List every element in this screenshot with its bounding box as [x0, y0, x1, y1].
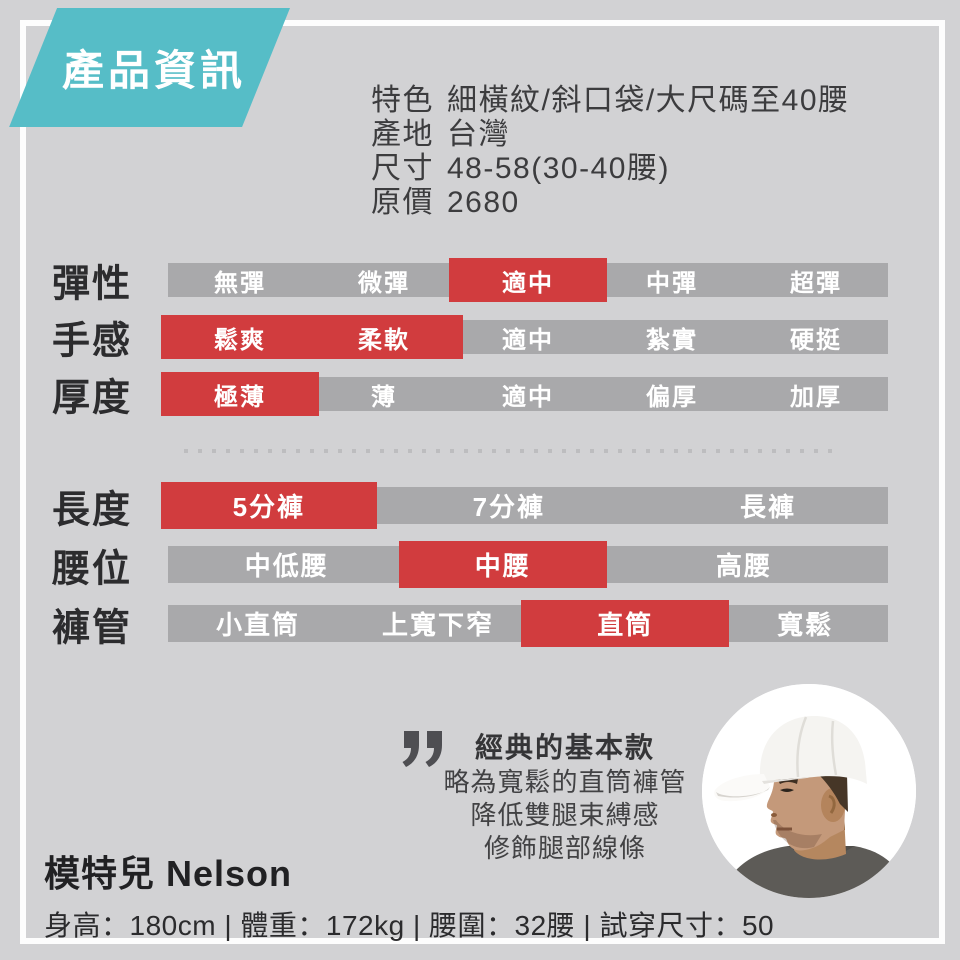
attribute-row: 褲管 小直筒 上寬下窄 直筒 寬鬆	[0, 600, 960, 649]
detail-label: 尺寸	[371, 152, 434, 185]
product-details: 特色 細橫紋/斜口袋/大尺碼至40腰 產地 台灣 尺寸 48-58(30-40腰) 原價 26…	[371, 84, 850, 220]
scale-option: 無彈	[168, 263, 312, 297]
scale-option-label: 微彈	[358, 269, 410, 297]
scale-option-label: 7分褲	[472, 492, 546, 522]
dotted-divider	[184, 449, 840, 453]
scale-option-label: 硬挺	[790, 326, 842, 354]
scale-option-selected: 直筒	[520, 600, 730, 647]
scale-option: 小直筒	[168, 605, 348, 642]
attribute-row: 手感 鬆爽 柔軟 適中 紮實 硬挺	[0, 315, 960, 363]
scale-option: 微彈	[312, 263, 456, 297]
scale-option: 適中	[456, 320, 600, 354]
scale-option-label: 5分褲	[232, 492, 306, 522]
attribute-scales-top: 彈性 無彈 微彈 適中 中彈 超彈 手感 鬆爽 柔軟 適中 紮實 硬挺 厚度 極薄薄適中 偏厚 加厚	[0, 258, 960, 434]
style-description: 經典的基本款 略為寬鬆的直筒褲管 降低雙腿束縛感 修飾腿部線條	[415, 726, 715, 865]
scale-option: 高腰	[600, 546, 888, 583]
scale-option: 中彈	[600, 263, 744, 297]
scale-option: 7分褲	[370, 487, 648, 524]
detail-label: 特色	[371, 84, 434, 117]
attribute-scale-bar: 極薄 薄 適中 偏厚 加厚	[161, 372, 888, 416]
attribute-label: 褲管	[52, 607, 133, 649]
attribute-row: 腰位 中低腰 中腰 高腰	[0, 541, 960, 590]
style-line: 降低雙腿束縛感	[470, 800, 660, 830]
scale-option-label: 中彈	[646, 269, 698, 297]
scale-option: 中低腰	[168, 546, 406, 583]
scale-option-label: 適中	[502, 383, 554, 411]
scale-option-label: 超彈	[790, 269, 842, 297]
scale-option-selected: 適中	[449, 258, 607, 302]
detail-value: 台灣	[447, 118, 510, 151]
scale-option: 寬鬆	[722, 605, 888, 642]
attribute-scale-bar: 5分褲 7分褲 長褲	[161, 482, 888, 529]
attribute-label: 厚度	[52, 377, 133, 420]
attribute-row: 彈性 無彈 微彈 適中 中彈 超彈	[0, 258, 960, 306]
scale-option: 硬挺	[744, 320, 888, 354]
scale-option-label: 高腰	[715, 551, 772, 581]
product-detail-line: 尺寸 48-58(30-40腰)	[371, 152, 850, 186]
detail-value: 細橫紋/斜口袋/大尺碼至40腰	[447, 84, 850, 117]
model-name: 模特兒 Nelson	[44, 853, 293, 894]
style-lines: 略為寬鬆的直筒褲管 降低雙腿束縛感 修飾腿部線條	[415, 766, 715, 865]
attribute-label: 手感	[52, 320, 133, 363]
scale-option-label: 偏厚	[646, 383, 698, 411]
scale-option-label: 極薄	[214, 383, 266, 411]
scale-option-label: 無彈	[214, 269, 266, 297]
attribute-label: 長度	[52, 489, 133, 531]
style-line: 略為寬鬆的直筒褲管	[443, 767, 687, 797]
product-detail-line: 產地 台灣	[371, 118, 850, 152]
scale-option: 超彈	[744, 263, 888, 297]
detail-value: 2680	[447, 186, 520, 219]
scale-option: 適中	[456, 377, 600, 411]
scale-option-label: 柔軟	[358, 326, 410, 354]
attribute-scale-bar: 中低腰 中腰 高腰	[168, 541, 888, 588]
scale-option-label: 鬆爽	[214, 326, 266, 354]
scale-option-label: 中腰	[474, 551, 531, 581]
scale-option-label: 寬鬆	[777, 610, 834, 640]
attribute-scales-bottom: 長度 5分褲 7分褲 長褲 腰位 中低腰 中腰 高腰 褲管 小直筒 上寬下窄 直筒 寬鬆	[0, 482, 960, 664]
attribute-row: 長度 5分褲 7分褲 長褲	[0, 482, 960, 531]
product-info-badge: 產品資訊	[9, 8, 290, 127]
attribute-row: 厚度 極薄 薄 適中 偏厚 加厚	[0, 372, 960, 420]
model-info: 模特兒 Nelson 身高：180cm | 體重：172kg | 腰圍：32腰 …	[44, 845, 774, 944]
scale-option-label: 上寬下窄	[381, 610, 494, 640]
attribute-scale-bar: 鬆爽 柔軟 適中 紮實 硬挺	[161, 315, 888, 359]
scale-option-label: 薄	[371, 383, 397, 411]
scale-option-selected: 柔軟	[305, 315, 463, 359]
style-title: 經典的基本款	[474, 732, 655, 763]
scale-option-label: 加厚	[790, 383, 842, 411]
attribute-scale-bar: 小直筒 上寬下窄 直筒 寬鬆	[168, 600, 888, 647]
scale-option-label: 紮實	[646, 326, 698, 354]
product-detail-line: 特色 細橫紋/斜口袋/大尺碼至40腰	[371, 84, 850, 118]
detail-label: 產地	[371, 118, 434, 151]
scale-option: 上寬下窄	[348, 605, 528, 642]
model-stats: 身高：180cm | 體重：172kg | 腰圍：32腰 | 試穿尺寸：50	[44, 910, 775, 941]
style-line: 修飾腿部線條	[483, 833, 646, 863]
double-quote-icon	[402, 729, 450, 774]
scale-option-selected: 5分褲	[161, 482, 377, 529]
badge-label: 產品資訊	[61, 47, 246, 94]
scale-option-selected: 鬆爽	[161, 315, 319, 359]
scale-option-label: 適中	[502, 269, 554, 297]
scale-option-selected: 極薄	[161, 372, 319, 416]
attribute-label: 腰位	[52, 548, 133, 590]
scale-option: 偏厚	[600, 377, 744, 411]
scale-option: 長褲	[648, 487, 888, 524]
detail-value: 48-58(30-40腰)	[447, 152, 670, 185]
detail-label: 原價	[371, 186, 434, 219]
product-detail-line: 原價 2680	[371, 186, 850, 220]
scale-option-label: 適中	[502, 326, 554, 354]
scale-option: 紮實	[600, 320, 744, 354]
scale-option: 加厚	[744, 377, 888, 411]
scale-option-label: 小直筒	[215, 610, 300, 640]
attribute-scale-bar: 無彈 微彈 適中 中彈 超彈	[168, 258, 888, 302]
scale-option-label: 直筒	[597, 610, 654, 640]
scale-option-label: 中低腰	[244, 551, 329, 581]
scale-option: 薄	[312, 377, 456, 411]
scale-option-selected: 中腰	[398, 541, 608, 588]
attribute-label: 彈性	[52, 263, 133, 306]
white-frame-border	[20, 20, 945, 944]
scale-option-label: 長褲	[739, 492, 796, 522]
